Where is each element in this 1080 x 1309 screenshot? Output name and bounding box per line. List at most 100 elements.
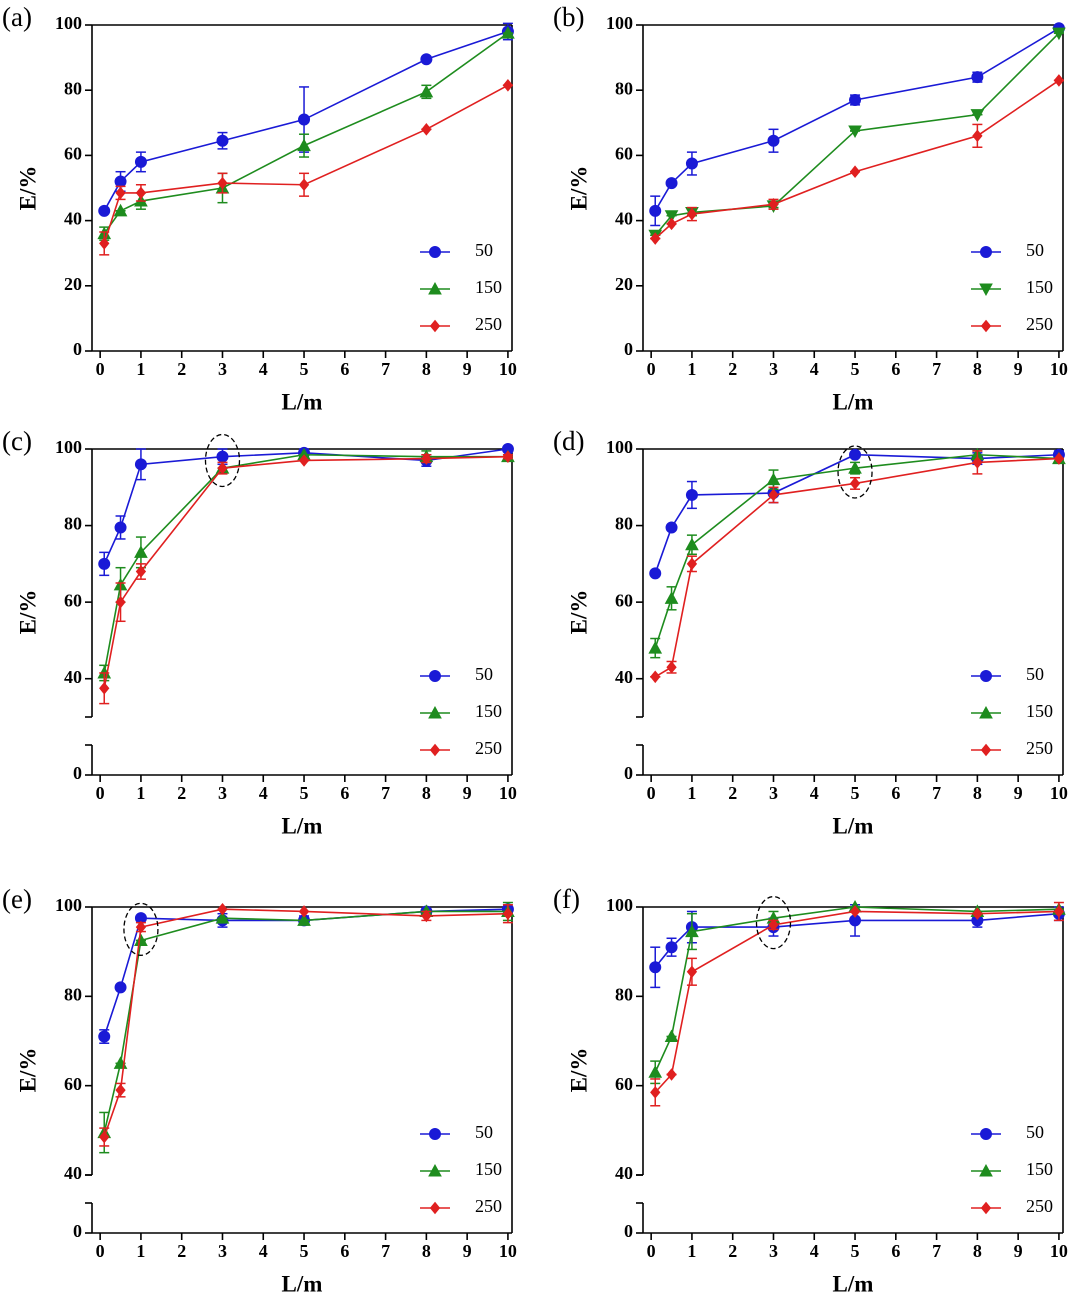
y-tick-label: 80 [64,984,82,1004]
x-tick-label: 9 [463,783,472,803]
marker [216,134,229,147]
marker [115,186,126,200]
x-tick-label: 5 [851,783,860,803]
x-tick-label: 7 [381,359,390,379]
marker [134,933,148,946]
legend-label: 250 [1026,314,1053,334]
marker [980,246,992,258]
marker [979,283,993,297]
legend-label: 250 [475,1196,502,1216]
legend-label: 250 [475,738,502,758]
x-tick-label: 10 [499,783,517,803]
x-tick-label: 3 [218,783,227,803]
x-tick-label: 2 [728,359,737,379]
marker [115,595,126,609]
y-tick-label: 20 [64,274,82,294]
marker [421,909,432,923]
y-axis-label: E/% [15,1048,40,1093]
marker [99,681,110,695]
marker [648,641,663,654]
x-tick-label: 4 [259,359,268,379]
marker [649,204,662,217]
marker [685,157,698,170]
y-tick-label: 80 [64,78,82,98]
marker [429,743,441,757]
x-tick-label: 4 [810,783,819,803]
series-line [103,32,509,235]
marker [766,472,781,486]
x-tick-label: 2 [177,1241,186,1261]
marker [502,79,514,92]
x-tick-label: 5 [851,1241,860,1261]
marker [972,129,983,143]
y-tick-label: 100 [606,437,633,457]
panel-title: (c) [2,426,32,456]
marker [849,93,862,106]
y-tick-label: 100 [55,895,82,915]
marker [429,1128,441,1140]
y-tick-label: 0 [624,339,633,359]
marker [215,911,230,924]
x-tick-label: 7 [381,1241,390,1261]
x-tick-label: 2 [177,359,186,379]
x-tick-label: 4 [259,783,268,803]
marker [849,448,862,461]
x-tick-label: 7 [932,1241,941,1261]
x-axis-label: L/m [282,1271,323,1296]
y-tick-label: 80 [615,78,633,98]
marker [649,961,662,974]
legend-label: 250 [475,314,502,334]
marker [298,113,311,126]
marker [428,281,442,295]
highlight-ellipse [837,445,873,499]
marker [666,1068,677,1081]
marker [429,670,441,682]
legend-label: 150 [475,277,502,297]
y-tick-label: 40 [64,1163,82,1183]
marker [768,198,779,211]
x-tick-label: 0 [647,783,656,803]
y-tick-label: 20 [615,274,633,294]
marker [685,537,699,551]
marker [298,905,310,918]
x-tick-label: 1 [136,1241,145,1261]
y-axis-label: E/% [15,590,40,635]
series-line [103,455,508,689]
x-tick-label: 2 [728,783,737,803]
x-tick-label: 9 [1014,1241,1023,1261]
x-tick-label: 6 [891,359,900,379]
panel-title: (f) [553,884,580,914]
marker [134,545,148,558]
y-tick-label: 100 [55,13,82,33]
x-tick-label: 3 [769,1241,778,1261]
panel: 0 1 2 3 4 5 6 7 8 9 10020406080100L/mE/%(b)5015025… [553,2,1068,414]
x-axis-label: L/m [833,389,874,414]
y-tick-label: 80 [64,514,82,534]
panel-title: (e) [2,884,32,914]
x-tick-label: 2 [177,783,186,803]
marker [980,743,992,757]
highlight-ellipse [204,433,241,488]
marker [135,920,147,934]
marker [686,965,698,979]
y-tick-label: 60 [615,144,633,164]
legend-label: 150 [475,701,502,721]
x-axis-label: L/m [833,1271,874,1296]
marker [99,237,110,250]
marker [650,670,661,684]
panel: 0 1 2 3 4 5 6 7 8 9 10020406080100L/mE/%(a)5015025… [2,2,517,414]
x-tick-label: 1 [687,359,696,379]
y-tick-label: 0 [624,1221,633,1241]
x-tick-label: 5 [300,783,309,803]
marker [980,1201,992,1215]
y-tick-label: 80 [615,984,633,1004]
marker [665,521,678,534]
x-tick-label: 3 [218,1241,227,1261]
x-tick-label: 9 [1014,359,1023,379]
marker [298,454,310,467]
marker [972,907,983,920]
marker [970,109,985,122]
marker [428,1163,442,1177]
